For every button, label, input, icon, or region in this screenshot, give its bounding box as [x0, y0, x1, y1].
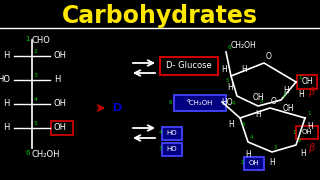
Text: HO: HO	[167, 130, 177, 136]
Text: 5: 5	[242, 122, 245, 127]
Text: H: H	[4, 123, 10, 132]
Text: OH: OH	[302, 129, 312, 135]
Text: 4: 4	[231, 101, 235, 106]
Text: H: H	[300, 149, 306, 158]
Bar	[174, 95, 226, 111]
Text: H: H	[283, 86, 289, 95]
Text: 3: 3	[158, 147, 162, 152]
Bar	[162, 127, 182, 140]
Text: H: H	[227, 83, 233, 92]
Text: D: D	[113, 103, 123, 113]
Bar	[296, 126, 318, 139]
Text: H: H	[4, 51, 10, 60]
Text: H: H	[298, 90, 304, 99]
Text: H: H	[4, 100, 10, 109]
Text: CH₂OH: CH₂OH	[231, 41, 257, 50]
Text: 2: 2	[34, 49, 38, 54]
Text: OH: OH	[283, 104, 295, 113]
Text: H: H	[54, 75, 60, 84]
Text: 1: 1	[26, 36, 30, 42]
Text: H: H	[269, 158, 275, 167]
Text: 3: 3	[34, 73, 38, 78]
Text: 4: 4	[250, 135, 253, 140]
Text: 6: 6	[26, 150, 30, 156]
Bar	[244, 157, 264, 170]
Text: 2: 2	[298, 138, 301, 143]
Text: OH: OH	[54, 123, 67, 132]
Text: 2: 2	[283, 93, 286, 98]
Text: OH: OH	[54, 100, 67, 109]
Text: 1: 1	[298, 75, 301, 80]
Text: OH: OH	[301, 78, 313, 87]
Text: CH₂OH: CH₂OH	[32, 150, 60, 159]
Text: OH: OH	[249, 160, 259, 166]
Text: β: β	[308, 87, 314, 97]
Text: HO: HO	[0, 75, 10, 84]
Text: 1: 1	[292, 129, 296, 134]
Text: H: H	[245, 150, 251, 159]
Text: CHO: CHO	[32, 36, 51, 45]
Bar	[297, 75, 317, 89]
Text: 5: 5	[34, 121, 38, 126]
Text: H: H	[255, 110, 261, 119]
Text: OH: OH	[54, 51, 67, 60]
Text: HO: HO	[221, 98, 233, 107]
Text: 3: 3	[260, 99, 263, 104]
Text: Carbohydrates: Carbohydrates	[62, 4, 258, 28]
Bar	[160, 57, 218, 75]
Text: 5: 5	[226, 78, 229, 83]
Text: H: H	[307, 122, 313, 131]
Text: ⁶CH₂OH: ⁶CH₂OH	[187, 100, 213, 106]
Text: 6: 6	[169, 100, 172, 105]
Text: 4: 4	[158, 130, 162, 136]
Text: 6: 6	[228, 45, 231, 50]
Bar	[162, 143, 182, 156]
Text: H: H	[228, 120, 234, 129]
Bar	[51, 121, 73, 135]
Text: OH: OH	[252, 93, 264, 102]
Text: D- Glucose: D- Glucose	[166, 62, 212, 71]
Text: 1: 1	[307, 111, 310, 116]
Text: 4: 4	[34, 97, 38, 102]
Text: β: β	[308, 143, 314, 153]
Text: 2: 2	[241, 161, 244, 165]
Text: O: O	[266, 52, 272, 61]
Text: HO: HO	[167, 146, 177, 152]
Text: H: H	[221, 65, 227, 74]
Text: 3: 3	[274, 145, 277, 150]
Text: H: H	[241, 65, 247, 74]
Text: O: O	[271, 97, 277, 106]
